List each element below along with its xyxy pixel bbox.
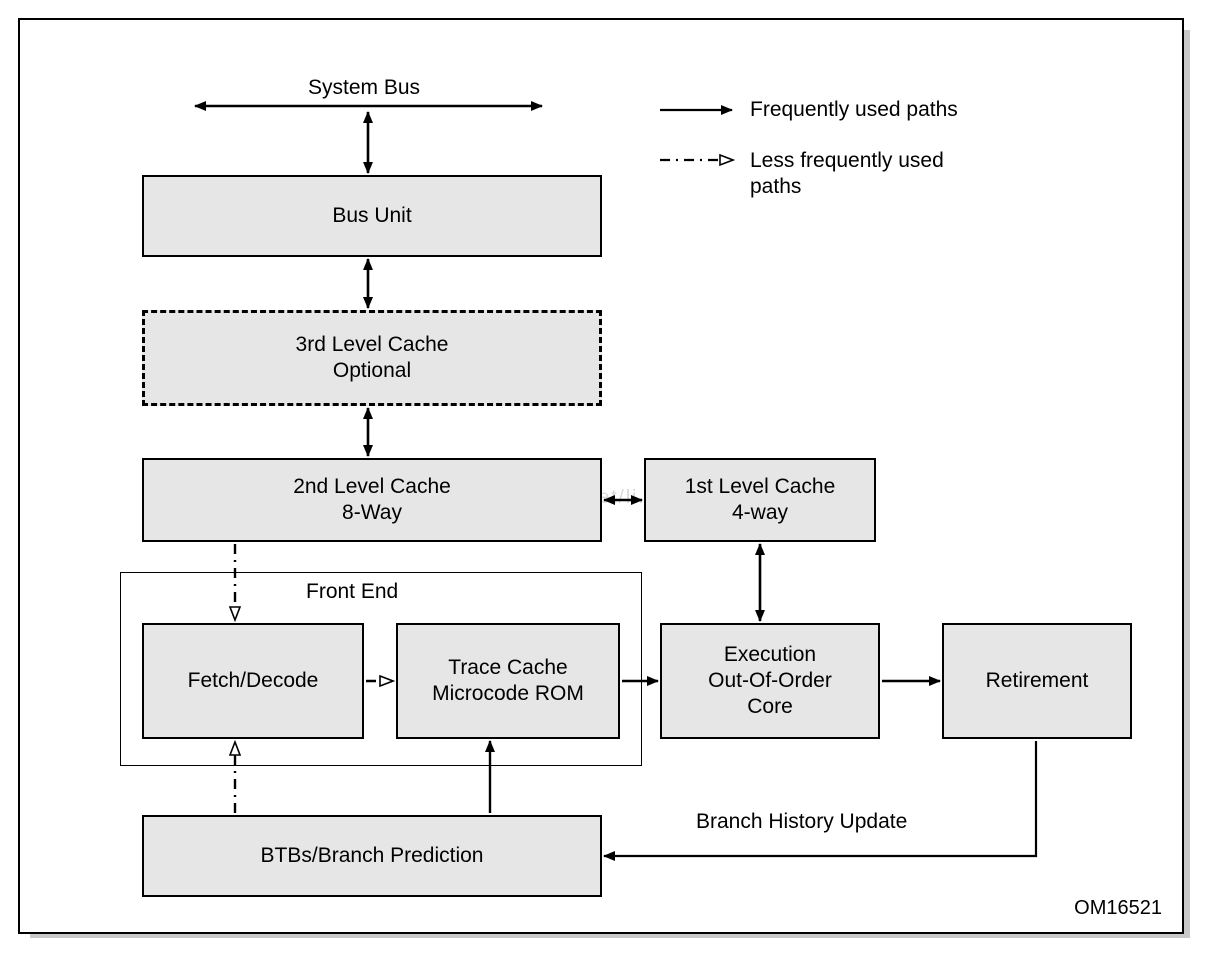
- node-fetch-decode: Fetch/Decode: [142, 623, 364, 739]
- node-execution-core-text: ExecutionOut-Of-OrderCore: [708, 642, 832, 721]
- node-l2-cache-text: 2nd Level Cache8-Way: [293, 474, 451, 527]
- node-l2-cache: 2nd Level Cache8-Way: [142, 458, 602, 542]
- node-execution-core: ExecutionOut-Of-OrderCore: [660, 623, 880, 739]
- node-bus-unit-text: Bus Unit: [332, 203, 411, 229]
- node-fetch-decode-text: Fetch/Decode: [188, 668, 319, 694]
- node-l3-cache-text: 3rd Level CacheOptional: [296, 332, 449, 385]
- figure-code: OM16521: [1074, 897, 1162, 920]
- node-bus-unit: Bus Unit: [142, 175, 602, 257]
- diagram-frame: http://blog.csdn.net/li... Front End Bus…: [18, 18, 1184, 934]
- node-trace-cache-text: Trace CacheMicrocode ROM: [432, 655, 584, 708]
- page: http://blog.csdn.net/li... Front End Bus…: [0, 0, 1208, 954]
- node-btb: BTBs/Branch Prediction: [142, 815, 602, 897]
- label-system-bus: System Bus: [308, 76, 420, 100]
- node-l1-cache: 1st Level Cache4-way: [644, 458, 876, 542]
- frame-shadow-right: [1184, 30, 1190, 932]
- node-l3-cache: 3rd Level CacheOptional: [142, 310, 602, 406]
- label-branch-history: Branch History Update: [696, 810, 907, 834]
- legend-dashed-label: Less frequently usedpaths: [750, 148, 944, 201]
- node-btb-text: BTBs/Branch Prediction: [261, 843, 484, 869]
- node-retirement: Retirement: [942, 623, 1132, 739]
- label-front-end: Front End: [306, 580, 398, 604]
- legend-solid-label: Frequently used paths: [750, 98, 958, 122]
- node-trace-cache: Trace CacheMicrocode ROM: [396, 623, 620, 739]
- node-l1-cache-text: 1st Level Cache4-way: [685, 474, 836, 527]
- node-retirement-text: Retirement: [986, 668, 1089, 694]
